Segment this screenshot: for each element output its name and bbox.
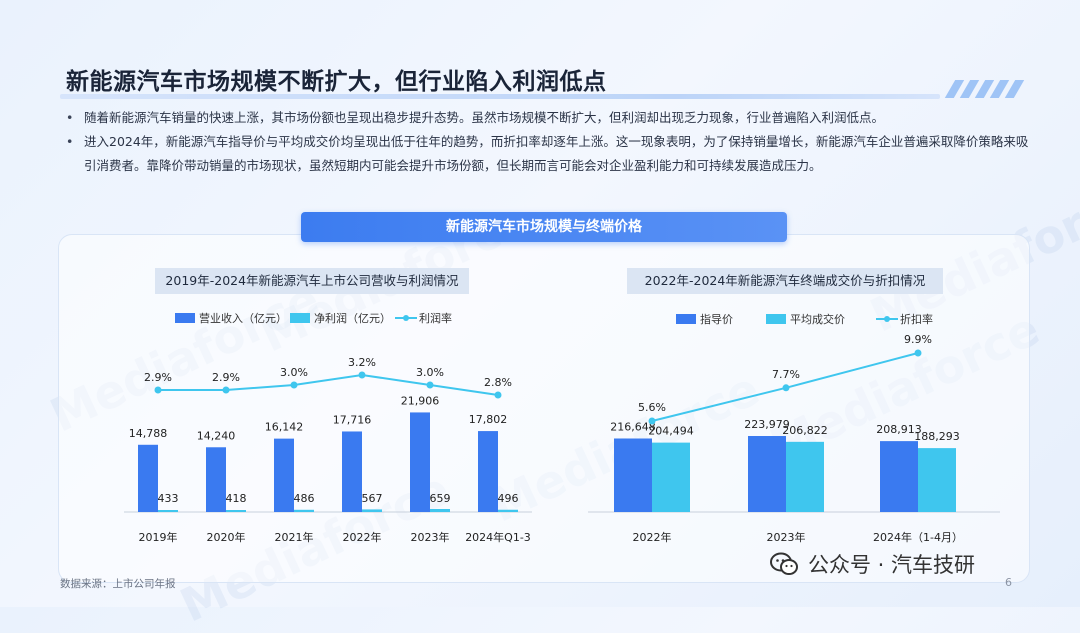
page-number: 6 (1005, 576, 1012, 589)
x-tick-label: 2021年 (275, 530, 314, 544)
bar-net-profit (226, 510, 246, 512)
bar-guide-price (748, 436, 786, 512)
bar-revenue (274, 438, 294, 512)
data-label-profit-rate: 3.0% (416, 366, 444, 379)
bar-revenue (342, 431, 362, 512)
data-label-profit-rate: 2.9% (212, 371, 240, 384)
legend-label: 净利润（亿元） (314, 311, 391, 325)
bar-net-profit (430, 509, 450, 512)
bar-net-profit (362, 509, 382, 512)
point-profit-rate (290, 381, 298, 389)
point-profit-rate (426, 381, 434, 389)
chart-1-title: 2019年-2024年新能源汽车上市公司营收与利润情况 (155, 268, 469, 294)
data-label-discount-rate: 5.6% (638, 401, 666, 414)
data-label-discount-rate: 7.7% (772, 368, 800, 381)
bar-guide-price (614, 438, 652, 512)
data-label-net-profit: 433 (158, 492, 179, 505)
data-label-avg-price: 188,293 (914, 430, 960, 443)
legend-swatch (403, 315, 409, 321)
point-profit-rate (494, 391, 502, 399)
chart-2-title: 2022年-2024年新能源汽车终端成交价与折扣情况 (627, 268, 943, 294)
bar-revenue (410, 412, 430, 512)
bullet-item: 进入2024年，新能源汽车指导价与平均成交价均呈现出低于往年的趋势，而折扣率却逐… (64, 130, 1034, 178)
x-tick-label: 2022年 (343, 530, 382, 544)
line-profit-rate (158, 373, 499, 396)
x-tick-label: 2024年（1-4月） (873, 530, 963, 544)
data-label-net-profit: 659 (430, 492, 451, 505)
bar-net-profit (158, 510, 178, 512)
charts-svg: 营业收入（亿元） 净利润（亿元） 利润率 14,788 433 2019年 14,240 41… (124, 311, 1000, 544)
page-title: 新能源汽车市场规模不断扩大，但行业陷入利润低点 (66, 69, 607, 95)
data-label-guide-price: 216,648 (610, 420, 656, 433)
data-label-revenue: 16,142 (265, 421, 304, 434)
data-label-net-profit: 418 (226, 492, 247, 505)
data-label-profit-rate: 3.2% (348, 356, 376, 369)
data-label-guide-price: 208,913 (876, 423, 922, 436)
legend-swatch (676, 314, 696, 324)
bar-avg-price (652, 442, 690, 512)
data-label-net-profit: 567 (362, 492, 383, 505)
bar-revenue (206, 447, 226, 512)
data-label-net-profit: 486 (294, 492, 315, 505)
data-label-revenue: 17,802 (469, 413, 508, 426)
bullet-list: 随着新能源汽车销量的快速上涨，其市场份额也呈现出稳步提升态势。虽然市场规模不断扩… (64, 106, 1034, 178)
data-label-revenue: 17,716 (333, 413, 372, 426)
data-label-revenue: 21,906 (401, 394, 440, 407)
wechat-signature: 公众号 · 汽车技研 (770, 549, 975, 579)
bar-net-profit (294, 509, 314, 512)
data-label-revenue: 14,240 (197, 429, 236, 442)
legend-swatch (884, 316, 890, 322)
x-tick-label: 2023年 (411, 530, 450, 544)
bar-avg-price (918, 448, 956, 512)
title-underline (60, 94, 940, 99)
data-label-avg-price: 206,822 (782, 424, 828, 437)
x-tick-label: 2024年Q1-3 (465, 530, 531, 544)
bar-revenue (478, 431, 498, 512)
legend-swatch (766, 314, 786, 324)
point-profit-rate (358, 371, 366, 379)
bar-guide-price (880, 441, 918, 512)
bar-avg-price (786, 441, 824, 512)
section-banner: 新能源汽车市场规模与终端价格 (301, 212, 787, 242)
data-label-avg-price: 204,494 (648, 425, 694, 438)
x-tick-label: 2022年 (633, 530, 672, 544)
legend-swatch (175, 313, 195, 323)
data-label-revenue: 14,788 (129, 427, 168, 440)
legend-label: 指导价 (700, 312, 733, 326)
bar-revenue (138, 444, 158, 512)
data-label-profit-rate: 3.0% (280, 366, 308, 379)
point-discount-rate (648, 417, 656, 425)
point-profit-rate (154, 386, 162, 394)
legend-label: 营业收入（亿元） (199, 311, 287, 325)
x-tick-label: 2020年 (207, 530, 246, 544)
bar-net-profit (498, 509, 518, 512)
point-discount-rate (782, 384, 790, 392)
legend-label: 利润率 (419, 311, 452, 325)
legend-swatch (290, 313, 310, 323)
bullet-item: 随着新能源汽车销量的快速上涨，其市场份额也呈现出稳步提升态势。虽然市场规模不断扩… (64, 106, 1034, 130)
data-label-profit-rate: 2.8% (484, 376, 512, 389)
legend-label: 平均成交价 (790, 312, 845, 326)
x-tick-label: 2019年 (139, 530, 178, 544)
wechat-icon (770, 552, 798, 576)
data-label-guide-price: 223,979 (744, 418, 790, 431)
data-source: 数据来源：上市公司年报 (60, 578, 176, 590)
data-label-net-profit: 496 (498, 492, 519, 505)
data-label-profit-rate: 2.9% (144, 371, 172, 384)
wechat-text: 公众号 · 汽车技研 (808, 553, 976, 577)
legend-label: 折扣率 (900, 312, 933, 326)
data-label-discount-rate: 9.9% (904, 333, 932, 346)
point-profit-rate (222, 386, 230, 394)
x-tick-label: 2023年 (767, 530, 806, 544)
point-discount-rate (914, 349, 922, 357)
